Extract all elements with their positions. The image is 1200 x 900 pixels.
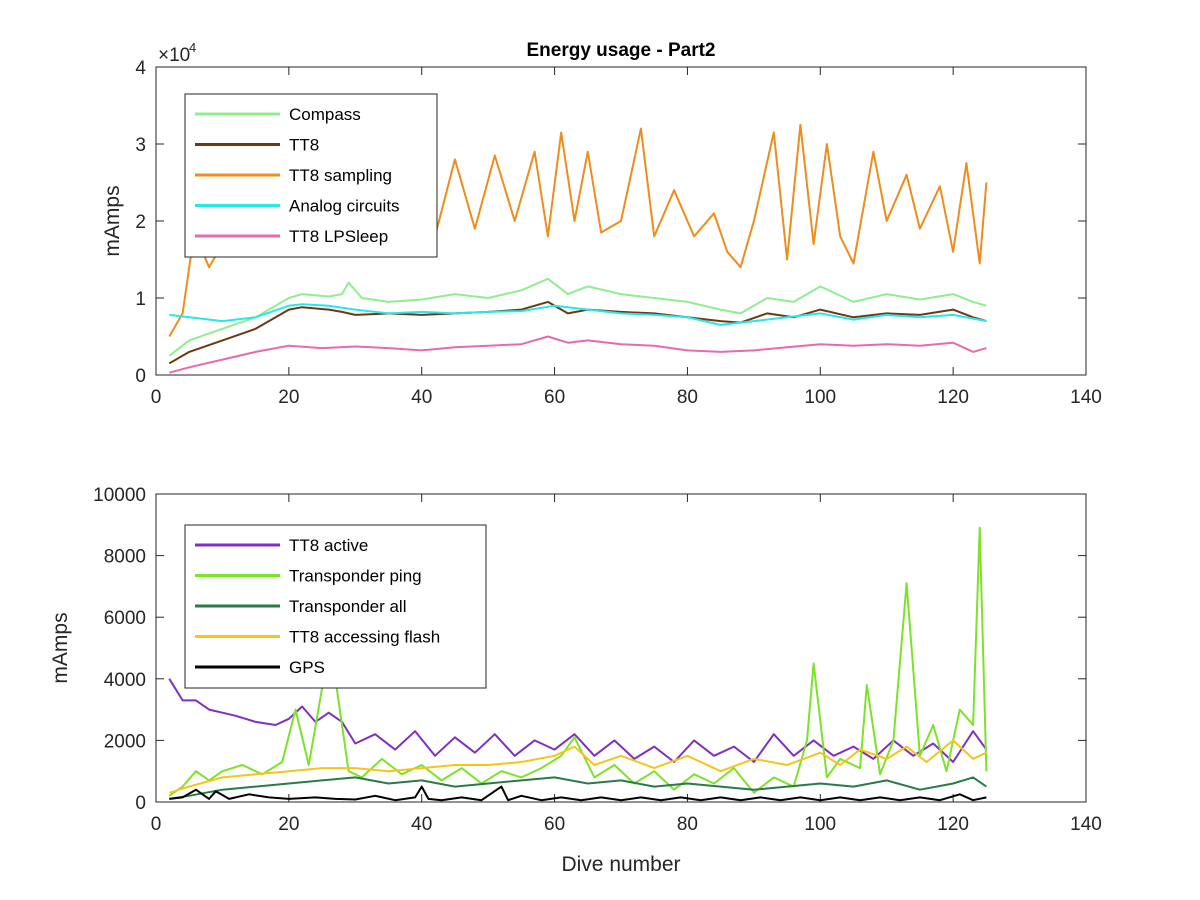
x-tick-label: 60 — [544, 387, 565, 408]
x-tick-label: 80 — [677, 387, 698, 408]
exponent-power: 4 — [189, 40, 196, 55]
top-panel: mAmps ×10 4 0 20 40 60 80 100 120 140 0 1 2 3 4 Compa… — [101, 40, 1102, 408]
bottom-y-axis-label: mAmps — [49, 612, 72, 683]
series-line-transponder-ping — [168, 526, 988, 797]
legend: TT8 active Transponder ping Transponder al… — [184, 524, 487, 689]
legend-label: TT8 accessing flash — [289, 628, 440, 647]
y-tick-label: 4000 — [104, 670, 146, 691]
top-exponent-label: ×10 4 — [158, 40, 196, 66]
x-tick-label: 0 — [151, 814, 162, 835]
legend-label: TT8 sampling — [289, 166, 392, 185]
legend-label: Transponder ping — [289, 567, 422, 586]
y-tick-label: 3 — [135, 135, 146, 156]
y-tick-label: 0 — [135, 793, 146, 814]
x-tick-label: 60 — [544, 814, 565, 835]
y-tick-label: 2000 — [104, 731, 146, 752]
x-tick-label: 20 — [278, 814, 299, 835]
series-line-tt8 — [168, 300, 987, 365]
y-tick-label: 10000 — [93, 485, 146, 506]
series-line-gps — [169, 785, 987, 802]
legend-box — [184, 93, 438, 258]
x-tick-label: 120 — [937, 814, 969, 835]
bottom-x-axis-label: Dive number — [561, 853, 680, 876]
series-line-tt8-accessing-flash — [169, 739, 987, 794]
legend: Compass TT8 TT8 sampling Analog circuits TT8… — [184, 93, 438, 258]
series-line-tt8-active — [168, 678, 988, 763]
x-tick-label: 140 — [1070, 814, 1102, 835]
legend-label: TT8 LPSleep — [289, 227, 388, 246]
series-line-analog-circuits — [169, 303, 987, 326]
y-tick-label: 8000 — [104, 547, 146, 568]
x-tick-label: 0 — [151, 387, 162, 408]
x-tick-label: 140 — [1070, 387, 1102, 408]
exponent-base: ×10 — [158, 45, 190, 66]
x-tick-label: 120 — [937, 387, 969, 408]
y-tick-label: 2 — [135, 212, 146, 233]
series-line-tt8-lpsleep — [169, 335, 987, 374]
chart-title: Energy usage - Part2 — [526, 40, 715, 61]
x-tick-label: 40 — [411, 387, 432, 408]
y-tick-label: 6000 — [104, 608, 146, 629]
legend-label: Compass — [289, 105, 361, 124]
legend-label: Analog circuits — [289, 197, 400, 216]
bottom-panel: mAmps Dive number 0 20 40 60 80 100 120 140 0 200… — [49, 485, 1102, 876]
series-line-compass — [168, 277, 987, 357]
y-tick-label: 4 — [135, 58, 146, 79]
legend-label: TT8 — [289, 136, 319, 155]
x-tick-label: 100 — [804, 814, 836, 835]
y-tick-label: 1 — [135, 289, 146, 310]
x-tick-label: 80 — [677, 814, 698, 835]
legend-label: Transponder all — [289, 597, 407, 616]
legend-label: GPS — [289, 658, 325, 677]
series-line-transponder-all — [169, 776, 987, 800]
x-tick-label: 20 — [278, 387, 299, 408]
top-y-axis-label: mAmps — [101, 185, 124, 256]
legend-label: TT8 active — [289, 536, 368, 555]
y-tick-label: 0 — [135, 366, 146, 387]
x-tick-label: 100 — [804, 387, 836, 408]
x-tick-label: 40 — [411, 814, 432, 835]
